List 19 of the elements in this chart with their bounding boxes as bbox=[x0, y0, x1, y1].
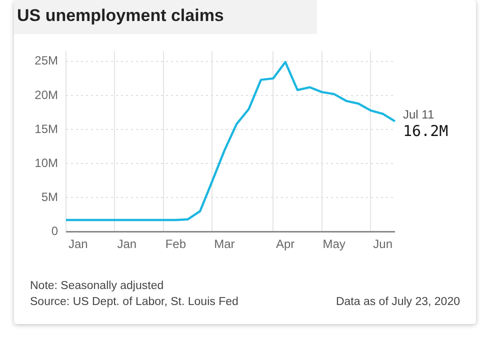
x-tick-label: Jan bbox=[117, 237, 137, 252]
y-tick-label: 5M bbox=[41, 190, 58, 204]
y-tick-label: 25M bbox=[34, 54, 58, 68]
y-tick-label: 15M bbox=[34, 122, 58, 136]
x-tick-label: Jun bbox=[373, 237, 392, 252]
x-tick-label: May bbox=[322, 237, 346, 252]
y-tick-label: 10M bbox=[34, 156, 58, 170]
chart-title: US unemployment claims bbox=[14, 0, 317, 34]
text: 16.2M bbox=[403, 122, 448, 140]
text: Data as of July 23, 2020 bbox=[336, 296, 460, 308]
x-tick-label: Jan bbox=[68, 237, 88, 252]
y-tick-label: 0 bbox=[51, 224, 58, 238]
source-note: Source: US Dept. of Labor, St. Louis Fed bbox=[30, 296, 238, 308]
x-tick-label: Feb bbox=[165, 237, 186, 252]
text: Note: Seasonally adjusted bbox=[30, 280, 164, 292]
text: Jul 11 bbox=[403, 108, 434, 122]
x-tick-label: Mar bbox=[214, 237, 235, 252]
x-tick-label: Apr bbox=[276, 237, 295, 252]
y-tick-label: 20M bbox=[34, 88, 58, 102]
